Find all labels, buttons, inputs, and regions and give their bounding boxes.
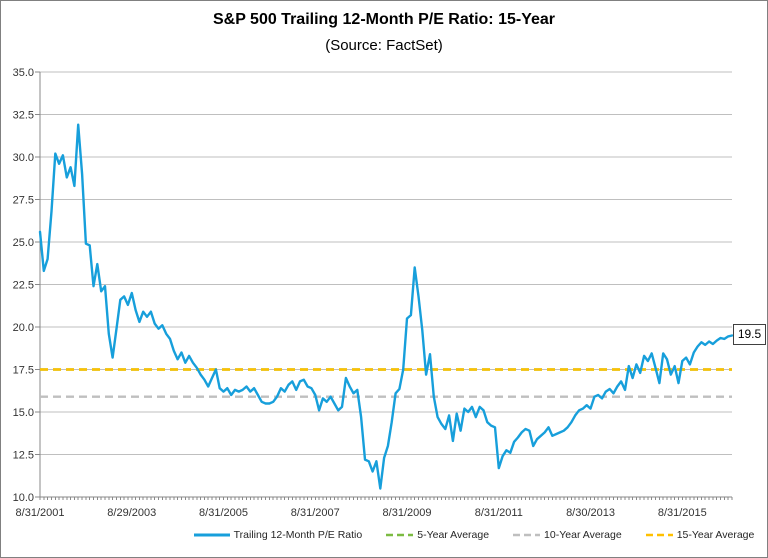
y-tick-label: 25.0 xyxy=(13,237,34,249)
x-tick-label: 8/31/2009 xyxy=(383,507,432,519)
legend-line-sample-icon xyxy=(513,533,541,537)
y-tick-label: 35.0 xyxy=(13,67,34,79)
chart-subtitle: (Source: FactSet) xyxy=(325,37,443,54)
y-tick-label: 30.0 xyxy=(13,152,34,164)
legend-label: 5-Year Average xyxy=(417,529,490,541)
x-tick-label: 8/31/2011 xyxy=(475,507,523,519)
legend-line-sample-icon xyxy=(193,533,230,537)
x-tick-label: 8/29/2003 xyxy=(107,507,156,519)
x-tick-label: 8/31/2007 xyxy=(291,507,340,519)
y-tick-label: 32.5 xyxy=(13,110,34,122)
chart-title: S&P 500 Trailing 12-Month P/E Ratio: 15-… xyxy=(212,11,556,28)
y-tick-label: 17.5 xyxy=(13,365,34,377)
gridlines xyxy=(35,71,732,498)
legend-line-sample-icon xyxy=(645,533,673,537)
legend: Trailing 12-Month P/E Ratio 5-Year Averag… xyxy=(0,529,768,541)
legend-item-trailing-12-month-p-e-ratio: Trailing 12-Month P/E Ratio xyxy=(193,529,363,541)
x-tick-label: 8/31/2001 xyxy=(16,507,65,519)
axes xyxy=(39,72,733,500)
y-tick-label: 27.5 xyxy=(13,195,34,207)
legend-item-5-year-average: 5-Year Average xyxy=(386,529,489,541)
legend-line-sample-icon xyxy=(386,533,414,537)
y-tick-label: 10.0 xyxy=(13,492,34,504)
legend-item-15-year-average: 15-Year Average xyxy=(645,529,755,541)
y-tick-label: 15.0 xyxy=(13,407,34,419)
y-tick-label: 12.5 xyxy=(13,450,34,462)
x-tick-label: 8/31/2005 xyxy=(199,507,248,519)
y-axis-labels: 35.0 32.5 30.0 27.5 25.0 22.5 20.0 17.5 15.0 12.5… xyxy=(13,67,34,504)
x-axis-labels: 8/31/2001 8/29/2003 8/31/2005 8/31/2007 8/31… xyxy=(16,507,707,519)
legend-label: Trailing 12-Month P/E Ratio xyxy=(233,529,363,541)
y-tick-label: 20.0 xyxy=(13,322,34,334)
last-value-callout: 19.5 xyxy=(733,324,766,345)
x-tick-label: 8/31/2015 xyxy=(658,507,707,519)
legend-label: 15-Year Average xyxy=(676,529,755,541)
pe-ratio-line xyxy=(38,123,734,490)
legend-item-10-year-average: 10-Year Average xyxy=(513,529,622,541)
y-tick-label: 22.5 xyxy=(13,280,34,292)
x-tick-label: 8/30/2013 xyxy=(566,507,615,519)
legend-label: 10-Year Average xyxy=(544,529,622,541)
